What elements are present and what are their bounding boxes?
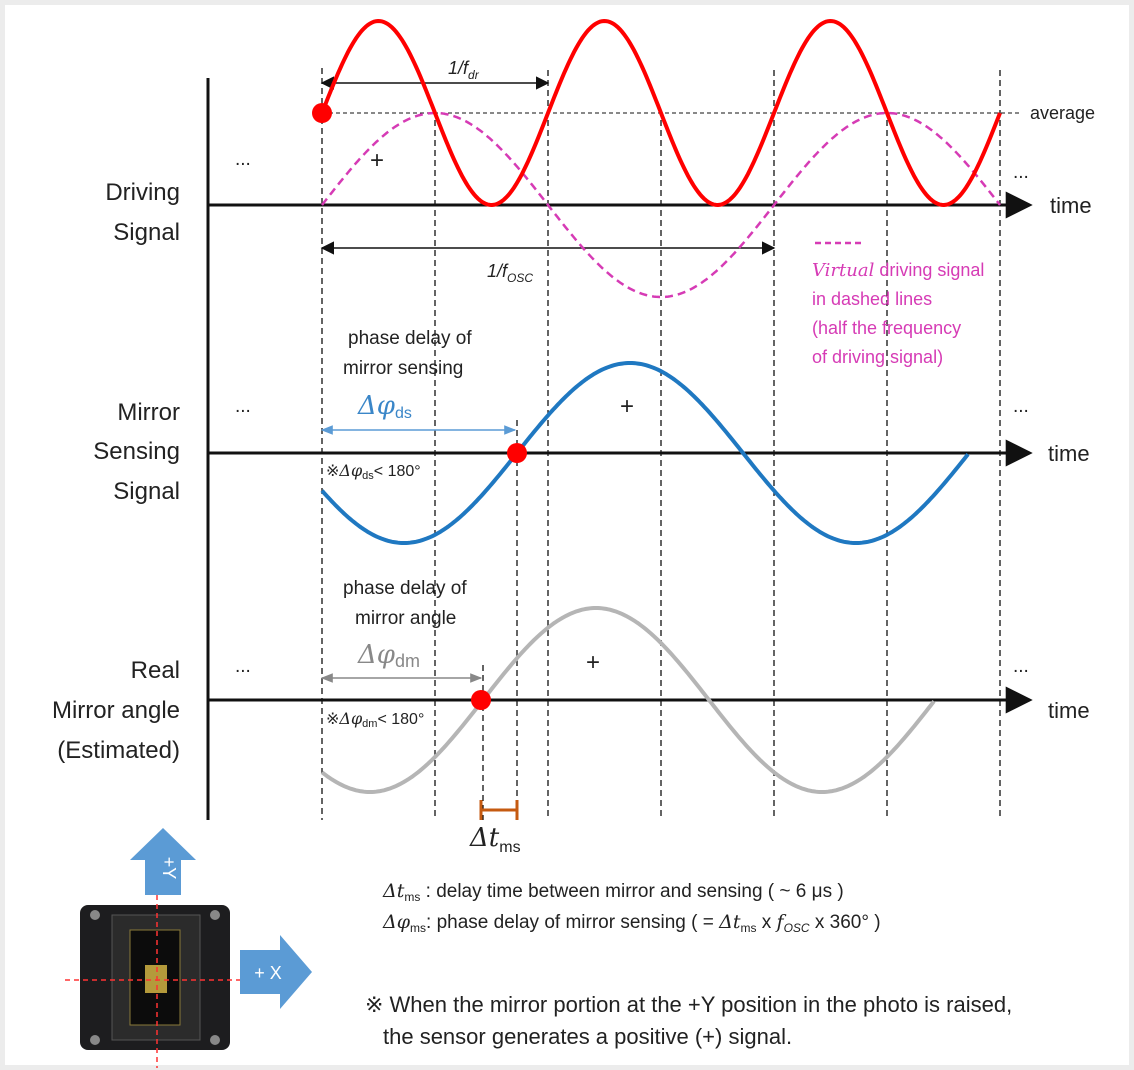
ellipsis: ... bbox=[1013, 162, 1029, 183]
caption: mirror angle bbox=[355, 608, 456, 629]
caption: phase delay of bbox=[348, 328, 472, 349]
ellipsis: ... bbox=[235, 396, 251, 417]
row-label: (Estimated) bbox=[57, 737, 180, 764]
ellipsis: ... bbox=[235, 656, 251, 677]
row-label: Real bbox=[131, 657, 180, 684]
circle-shape bbox=[312, 103, 332, 123]
plus: + bbox=[370, 147, 384, 174]
row-label: Driving bbox=[105, 179, 180, 206]
plus: + bbox=[586, 649, 600, 676]
row-label: Signal bbox=[113, 478, 180, 505]
note: ※Δφds< 180° bbox=[326, 461, 421, 482]
axis-label: time bbox=[1048, 441, 1090, 466]
legend-text: Virtual driving signal bbox=[812, 260, 984, 281]
average-label: average bbox=[1030, 103, 1095, 123]
circle-shape bbox=[471, 690, 491, 710]
circle-shape bbox=[210, 910, 220, 920]
ellipsis: ... bbox=[1013, 396, 1029, 417]
axis-label: time bbox=[1048, 698, 1090, 723]
plus: + bbox=[620, 393, 634, 420]
caption: mirror sensing bbox=[343, 358, 463, 379]
row-label: Signal bbox=[113, 219, 180, 246]
circle-shape bbox=[210, 1035, 220, 1045]
circle-shape bbox=[90, 910, 100, 920]
rect-shape bbox=[145, 965, 167, 993]
definition: Δtms : delay time between mirror and sen… bbox=[382, 880, 844, 904]
ellipsis: ... bbox=[235, 149, 251, 170]
photo-axis-label: + X bbox=[254, 963, 282, 983]
footnote: the sensor generates a positive (+) sign… bbox=[383, 1024, 792, 1049]
diagram: Driving Signal Mirror Sensing Signal Rea… bbox=[0, 0, 1134, 1070]
photo-axis-label: +Y bbox=[159, 857, 179, 880]
circle-shape bbox=[507, 443, 527, 463]
row-label: Mirror angle bbox=[52, 697, 180, 724]
ellipsis: ... bbox=[1013, 656, 1029, 677]
legend-text: in dashed lines bbox=[812, 289, 932, 309]
legend-text: of driving signal) bbox=[812, 347, 943, 367]
legend-text: (half the frequency bbox=[812, 318, 961, 338]
axis-label: time bbox=[1050, 193, 1092, 218]
row-label: Sensing bbox=[93, 438, 180, 465]
caption: phase delay of bbox=[343, 578, 467, 599]
circle-shape bbox=[90, 1035, 100, 1045]
row-label: Mirror bbox=[117, 399, 180, 426]
footnote: ※ When the mirror portion at the +Y posi… bbox=[365, 992, 1012, 1017]
